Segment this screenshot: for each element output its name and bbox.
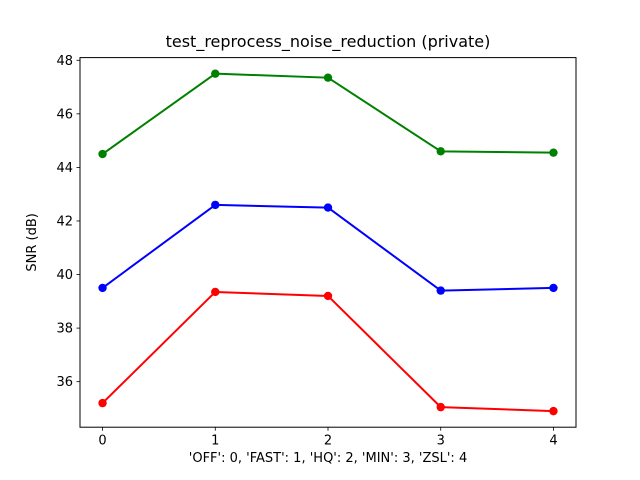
data-point-red-series [211, 287, 220, 297]
data-point-red-series [323, 291, 333, 301]
data-point-green-series [549, 148, 558, 157]
x-tick-label: 1 [211, 434, 219, 449]
x-tick-label: 3 [437, 434, 445, 449]
data-point-green-series [323, 73, 333, 82]
data-point-green-series [211, 69, 220, 78]
x-tick-label: 4 [549, 434, 557, 449]
y-tick-label: 38 [56, 322, 73, 337]
data-series [98, 69, 558, 416]
chart-title: test_reprocess_noise_reduction (private) [166, 32, 491, 52]
data-point-red-series [436, 402, 445, 412]
data-point-blue-series [211, 200, 220, 210]
y-tick-label: 40 [56, 268, 73, 283]
data-point-red-series [98, 398, 107, 408]
data-point-green-series [436, 147, 445, 156]
data-point-red-series [549, 406, 558, 416]
series-line-red-series [101, 290, 555, 413]
x-tick-label: 2 [324, 434, 332, 449]
y-tick-label: 42 [56, 214, 73, 229]
data-point-blue-series [549, 283, 558, 293]
y-tick-label: 44 [56, 161, 73, 176]
series-line-green-series [101, 72, 555, 156]
y-tick-label: 36 [56, 375, 73, 390]
x-axis-label: 'OFF': 0, 'FAST': 1, 'HQ': 2, 'MIN': 3, … [189, 451, 467, 466]
data-point-blue-series [98, 283, 107, 293]
y-tick-label: 46 [56, 107, 73, 122]
data-point-blue-series [436, 286, 445, 295]
data-point-green-series [98, 149, 107, 159]
series-line-blue-series [101, 203, 555, 292]
x-tick-label: 0 [98, 434, 106, 449]
y-tick-label: 48 [56, 54, 73, 69]
data-point-blue-series [323, 203, 333, 212]
plot-area [79, 57, 577, 428]
y-axis-label: SNR (dB) [25, 213, 40, 271]
